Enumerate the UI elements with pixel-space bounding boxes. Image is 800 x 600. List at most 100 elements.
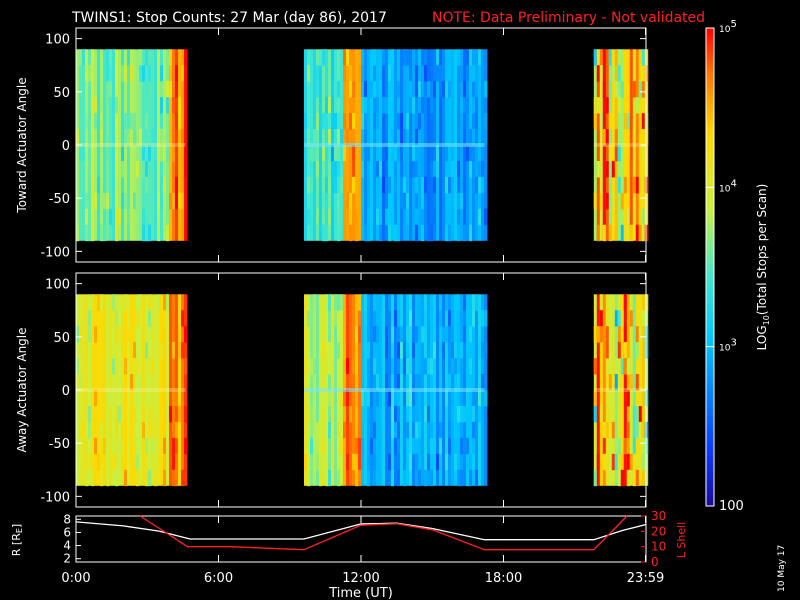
heatmap-cell [469, 129, 473, 146]
heatmap-cell [100, 129, 104, 146]
heatmap-cell [352, 176, 356, 194]
orbit-lines [75, 515, 647, 551]
heatmap-cell [478, 49, 482, 66]
heatmap-cell [623, 437, 628, 455]
heatmap-cell [617, 49, 622, 66]
heatmap-cell [358, 469, 362, 487]
heatmap-cell [148, 310, 152, 327]
heatmap-cell [157, 358, 161, 375]
heatmap-cell [394, 224, 398, 242]
heatmap-cell [121, 453, 125, 471]
colorbar-tick-label: 100 [719, 499, 744, 514]
heatmap-cell [121, 421, 125, 439]
toward-angle-ticks: 100 50 0 -50 -100 [40, 33, 646, 260]
heatmap-cell [481, 374, 485, 391]
heatmap-cell [427, 358, 431, 375]
heatmap-cell [115, 310, 119, 327]
heatmap-cell [103, 192, 107, 210]
heatmap-cell [430, 421, 434, 439]
heatmap-cell [310, 176, 314, 194]
heatmap-cell [439, 310, 443, 327]
heatmap-cell [415, 390, 419, 407]
heatmap-cell [343, 145, 347, 162]
heatmap-cell [614, 81, 619, 98]
heatmap-cell [409, 326, 413, 343]
heatmap-cell [394, 145, 398, 162]
heatmap-cell [355, 192, 359, 210]
heatmap-cell [322, 97, 326, 114]
heatmap-column [611, 49, 616, 241]
heatmap-cell [85, 192, 89, 210]
heatmap-cell [466, 145, 470, 162]
time-xlabel: Time (UT) [328, 586, 393, 600]
heatmap-cell [430, 81, 434, 98]
heatmap-cell [352, 161, 356, 178]
heatmap-cell [614, 145, 619, 162]
heatmap-cell [334, 97, 338, 114]
heatmap-cell [160, 453, 164, 471]
heatmap-column [85, 49, 89, 241]
heatmap-cell [466, 65, 470, 82]
heatmap-cell [373, 113, 377, 130]
heatmap-cell [151, 358, 155, 375]
heatmap-cell [457, 176, 461, 194]
heatmap-cell [343, 65, 347, 82]
heatmap-cell [442, 326, 446, 343]
heatmap-cell [436, 65, 440, 82]
heatmap-cell [400, 326, 404, 343]
heatmap-cell [469, 453, 473, 471]
heatmap-cell [184, 437, 188, 455]
heatmap-cell [605, 192, 610, 210]
heatmap-cell [433, 453, 437, 471]
heatmap-cell [605, 161, 610, 178]
heatmap-cell [641, 437, 646, 455]
heatmap-column [623, 294, 628, 486]
heatmap-cell [118, 326, 122, 343]
heatmap-cell [361, 65, 365, 82]
heatmap-cell [145, 469, 149, 487]
heatmap-cell [469, 342, 473, 359]
heatmap-cell [415, 326, 419, 343]
heatmap-cell [160, 192, 164, 210]
heatmap-cell [88, 453, 92, 471]
heatmap-cell [322, 49, 326, 66]
radius-tick-label: 8 [63, 512, 71, 526]
heatmap-cell [82, 453, 86, 471]
heatmap-cell [163, 453, 167, 471]
heatmap-cell [593, 113, 598, 130]
heatmap-cell [184, 326, 188, 343]
heatmap-cell [346, 129, 350, 146]
heatmap-cell [352, 145, 356, 162]
heatmap-cell [124, 294, 128, 311]
heatmap-cell [157, 453, 161, 471]
heatmap-cell [430, 469, 434, 487]
heatmap-cell [310, 113, 314, 130]
heatmap-cell [313, 129, 317, 146]
zero-angle-band [304, 388, 485, 392]
heatmap-cell [361, 97, 365, 114]
heatmap-column [130, 49, 134, 241]
heatmap-cell [454, 453, 458, 471]
heatmap-cell [421, 97, 425, 114]
heatmap-cell [475, 176, 479, 194]
heatmap-cell [448, 374, 452, 391]
heatmap-cell [596, 453, 601, 471]
heatmap-cell [472, 176, 476, 194]
heatmap-cell [145, 49, 149, 66]
heatmap-cell [472, 97, 476, 114]
heatmap-cell [620, 81, 625, 98]
heatmap-cell [106, 49, 110, 66]
heatmap-cell [346, 358, 350, 375]
heatmap-column [178, 49, 182, 241]
heatmap-cell [403, 176, 407, 194]
heatmap-cell [376, 113, 380, 130]
heatmap-cell [379, 81, 383, 98]
heatmap-cell [484, 390, 488, 407]
toward-angle-ylabel: Toward Actuator Angle [15, 77, 29, 213]
heatmap-cell [367, 208, 371, 226]
heatmap-cell [361, 161, 365, 178]
heatmap-cell [388, 65, 392, 82]
heatmap-cell [154, 145, 158, 162]
heatmap-cell [623, 113, 628, 130]
heatmap-cell [448, 208, 452, 226]
